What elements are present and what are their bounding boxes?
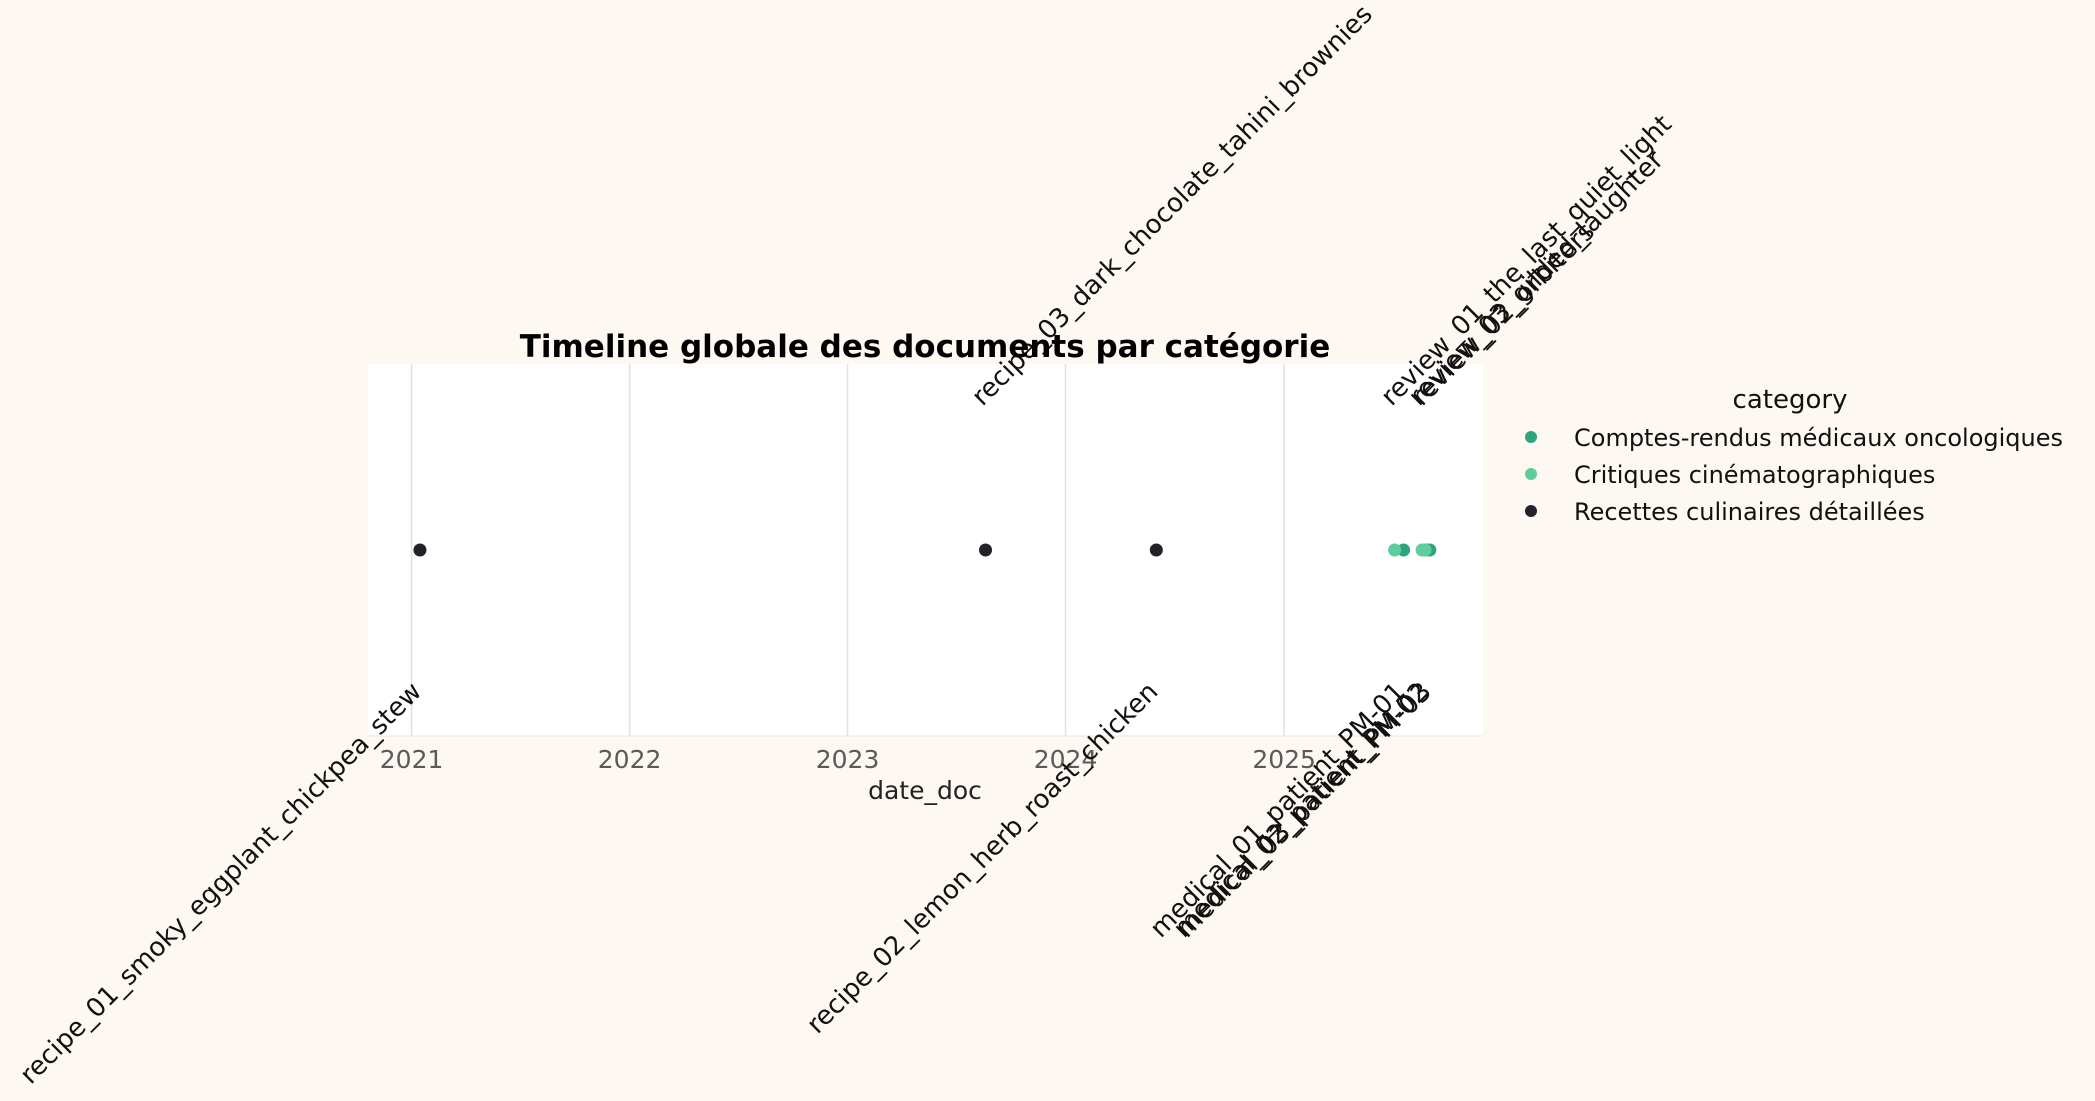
legend-title: category [1733, 385, 1848, 415]
legend-marker [1525, 431, 1537, 443]
data-point [1149, 543, 1163, 557]
point-annotation: recipe_01_smoky_eggplant_chickpea_stew [15, 677, 428, 1090]
data-points [413, 543, 1437, 557]
x-axis-label: date_doc [868, 776, 982, 805]
x-tick-labels: 2021 2022 2023 2024 2025 [380, 745, 1316, 774]
point-annotation: review_01_the_last_quiet_light [1375, 110, 1677, 412]
legend-entry: Recettes culinaires détaillées [1574, 498, 1925, 526]
x-tick-label: 2022 [598, 745, 662, 774]
legend-items: Comptes-rendus médicaux oncologiques Crit… [1525, 424, 2063, 526]
legend-marker [1525, 505, 1537, 517]
legend: category Comptes-rendus médicaux oncolog… [1525, 385, 2063, 526]
x-tick-label: 2021 [380, 745, 444, 774]
x-tick-label: 2024 [1034, 745, 1098, 774]
plot-area [368, 364, 1483, 736]
data-point [979, 543, 993, 557]
point-annotation: review_02_orbiters [1406, 217, 1601, 412]
data-point [1388, 543, 1402, 557]
chart-title: Timeline globale des documents par catég… [520, 329, 1331, 365]
data-point [413, 543, 427, 557]
legend-entry: Critiques cinématographiques [1574, 461, 1935, 489]
legend-entry: Comptes-rendus médicaux oncologiques [1574, 424, 2063, 452]
data-point [1397, 543, 1411, 557]
x-tick-label: 2025 [1252, 745, 1316, 774]
x-tick-label: 2023 [816, 745, 880, 774]
legend-marker [1525, 468, 1537, 480]
data-point [1418, 543, 1432, 557]
vertical-gridlines [368, 364, 1483, 737]
